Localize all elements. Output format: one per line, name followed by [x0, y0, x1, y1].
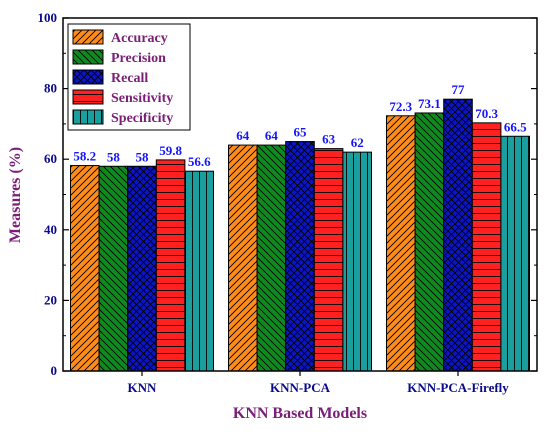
legend: Accuracy Precision Recall Sensitivity Specif… — [67, 23, 191, 131]
data-label: 58.2 — [73, 149, 96, 164]
legend-label-recall: Recall — [111, 71, 148, 86]
bar-accuracy-knn-pca — [228, 144, 258, 372]
bar-sensitivity-knn — [155, 159, 186, 372]
data-label: 64 — [265, 128, 279, 143]
bar-recall-knn — [127, 165, 157, 372]
legend-swatch-sensitivity — [72, 89, 104, 105]
legend-label-sensitivity: Sensitivity — [111, 91, 173, 106]
x-tick-label: KNN-PCA — [270, 380, 331, 395]
y-tick-label: 20 — [44, 292, 57, 307]
bar-precision-knn-pca — [256, 144, 287, 372]
data-label: 63 — [322, 132, 336, 147]
bar-specificity-knn-pca — [342, 151, 372, 372]
bar-recall-knn-pca — [285, 141, 315, 372]
data-label: 56.6 — [188, 154, 211, 169]
legend-label-precision: Precision — [111, 51, 166, 66]
data-label: 62 — [351, 135, 364, 150]
data-label: 72.3 — [389, 99, 412, 114]
data-label: 70.3 — [475, 106, 498, 121]
data-label: 58 — [136, 149, 150, 164]
x-axis-title: KNN Based Models — [233, 405, 367, 422]
legend-label-specificity: Specificity — [111, 111, 173, 126]
y-tick-label: 100 — [38, 10, 58, 25]
data-label: 65 — [294, 125, 308, 140]
y-axis-title: Measures (%) — [7, 147, 24, 243]
y-tick-label: 0 — [51, 363, 58, 378]
data-label: 77 — [452, 82, 466, 97]
y-tick-label: 80 — [44, 81, 57, 96]
bar-specificity-knn — [184, 170, 214, 372]
bar-sensitivity-knn-pca — [313, 148, 344, 372]
bar-precision-knn — [98, 165, 129, 372]
data-label: 66.5 — [504, 119, 527, 134]
legend-swatch-specificity — [72, 109, 104, 125]
legend-label-accuracy: Accuracy — [111, 31, 168, 46]
bar-sensitivity-knn-pca-firefly — [471, 122, 502, 372]
data-label: 58 — [107, 149, 121, 164]
data-label: 59.8 — [159, 143, 182, 158]
x-tick-label: KNN-PCA-Firefly — [407, 380, 509, 395]
y-tick-label: 40 — [44, 222, 57, 237]
bar-accuracy-knn-pca-firefly — [386, 115, 416, 372]
x-tick-label: KNN — [128, 380, 158, 395]
data-label: 73.1 — [418, 96, 441, 111]
bar-recall-knn-pca-firefly — [443, 98, 473, 372]
bar-specificity-knn-pca-firefly — [500, 135, 530, 372]
y-tick-label: 60 — [44, 151, 57, 166]
data-label: 64 — [236, 128, 250, 143]
legend-swatch-precision — [72, 49, 104, 65]
legend-swatch-recall — [72, 69, 104, 85]
bar-precision-knn-pca-firefly — [414, 112, 445, 372]
bar-accuracy-knn — [70, 165, 100, 372]
legend-swatch-accuracy — [72, 29, 104, 45]
